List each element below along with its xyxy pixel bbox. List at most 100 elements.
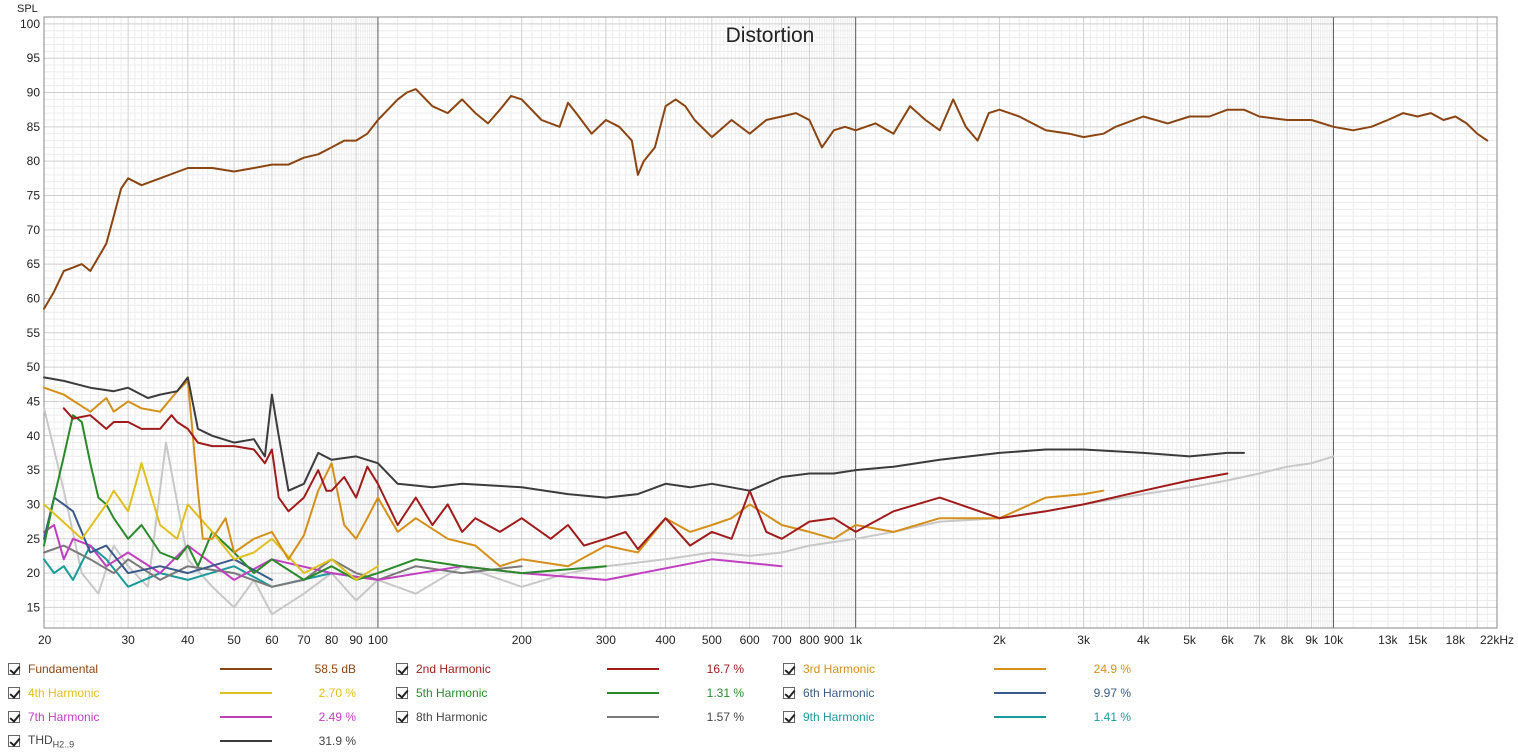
legend-swatch-fundamental bbox=[220, 668, 272, 670]
y-tick-label: 80 bbox=[27, 154, 41, 168]
series-noise-floor bbox=[43, 407, 1335, 616]
series-fundamental bbox=[43, 88, 1489, 310]
x-tick-label: 90 bbox=[349, 633, 363, 647]
legend-swatch-4th-harmonic bbox=[220, 692, 272, 694]
legend-item-7th-harmonic: 7th Harmonic bbox=[8, 707, 99, 727]
x-tick-label: 200 bbox=[512, 633, 532, 647]
legend-label-subscript: H2..9 bbox=[52, 739, 75, 750]
y-tick-label: 100 bbox=[20, 17, 40, 31]
legend: Fundamental 58.5 dB 2nd Harmonic 16.7 % 3rd … bbox=[0, 655, 1518, 753]
checkbox-5th-harmonic[interactable] bbox=[396, 687, 408, 699]
legend-label: 7th Harmonic bbox=[28, 710, 100, 724]
y-tick-label: 50 bbox=[27, 360, 41, 374]
y-tick-label: 25 bbox=[27, 532, 41, 546]
x-tick-label: 900 bbox=[824, 633, 844, 647]
series-thd-h2-9 bbox=[43, 376, 1245, 499]
legend-label: 9th Harmonic bbox=[803, 710, 875, 724]
legend-swatch-thd bbox=[220, 740, 272, 742]
series-4th-harmonic bbox=[43, 462, 379, 581]
checkbox-4th-harmonic[interactable] bbox=[8, 687, 20, 699]
legend-label: 4th Harmonic bbox=[28, 686, 100, 700]
x-tick-label: 15k bbox=[1408, 633, 1428, 647]
legend-swatch-8th-harmonic bbox=[607, 716, 659, 718]
x-tick-label: 80 bbox=[325, 633, 339, 647]
x-tick-label: 10k bbox=[1324, 633, 1344, 647]
checkbox-3rd-harmonic[interactable] bbox=[783, 663, 795, 675]
legend-value-thd: 31.9 % bbox=[318, 734, 356, 748]
chart-title: Distortion bbox=[726, 24, 815, 47]
x-tick-label: 30 bbox=[121, 633, 135, 647]
x-tick-label: 2k bbox=[993, 633, 1007, 647]
x-tick-label: 22kHz bbox=[1480, 633, 1514, 647]
y-tick-label: 85 bbox=[27, 120, 41, 134]
y-axis-ticks: 15 20 25 30 35 40 45 50 55 60 65 70 75 80 85 90 95 100 bbox=[20, 17, 40, 615]
x-tick-label: 600 bbox=[740, 633, 760, 647]
legend-label: 3rd Harmonic bbox=[803, 662, 876, 676]
checkbox-9th-harmonic[interactable] bbox=[783, 711, 795, 723]
y-tick-label: 40 bbox=[27, 429, 41, 443]
checkbox-8th-harmonic[interactable] bbox=[396, 711, 408, 723]
x-tick-label: 100 bbox=[368, 633, 388, 647]
legend-label: 6th Harmonic bbox=[803, 686, 875, 700]
legend-swatch-6th-harmonic bbox=[994, 692, 1046, 694]
legend-swatch-7th-harmonic bbox=[220, 716, 272, 718]
legend-swatch-3rd-harmonic bbox=[994, 668, 1046, 670]
x-tick-label: 60 bbox=[265, 633, 279, 647]
checkbox-2nd-harmonic[interactable] bbox=[396, 663, 408, 675]
x-tick-label: 700 bbox=[772, 633, 792, 647]
y-tick-label: 15 bbox=[27, 600, 41, 614]
x-tick-label: 8k bbox=[1281, 633, 1295, 647]
series-layer bbox=[43, 88, 1489, 616]
series-8th-harmonic bbox=[43, 544, 523, 588]
x-tick-label: 20 bbox=[38, 633, 52, 647]
checkbox-thd[interactable] bbox=[8, 735, 20, 747]
checkbox-6th-harmonic[interactable] bbox=[783, 687, 795, 699]
x-axis-ticks: 20 30 40 50 60 70 80 90 100 200 300 400 500 600 700 800… bbox=[38, 633, 1514, 647]
legend-label: THDH2..9 bbox=[28, 732, 75, 750]
x-tick-label: 18k bbox=[1446, 633, 1466, 647]
y-tick-label: 45 bbox=[27, 394, 41, 408]
legend-value-7th-harmonic: 2.49 % bbox=[318, 710, 356, 724]
checkbox-7th-harmonic[interactable] bbox=[8, 711, 20, 723]
y-tick-label: 70 bbox=[27, 223, 41, 237]
legend-item-2nd-harmonic: 2nd Harmonic bbox=[396, 659, 491, 679]
series-2nd-harmonic bbox=[62, 407, 1229, 551]
legend-label: 5th Harmonic bbox=[416, 686, 488, 700]
legend-value-fundamental: 58.5 dB bbox=[314, 662, 356, 676]
y-tick-label: 75 bbox=[27, 188, 41, 202]
x-tick-label: 6k bbox=[1221, 633, 1235, 647]
checkbox-fundamental[interactable] bbox=[8, 663, 20, 675]
y-tick-label: 95 bbox=[27, 51, 41, 65]
x-tick-label: 500 bbox=[702, 633, 722, 647]
x-tick-label: 300 bbox=[596, 633, 616, 647]
legend-value-5th-harmonic: 1.31 % bbox=[706, 686, 744, 700]
series-6th-harmonic bbox=[43, 496, 273, 581]
x-tick-label: 800 bbox=[799, 633, 819, 647]
x-tick-label: 5k bbox=[1183, 633, 1197, 647]
y-tick-label: 90 bbox=[27, 86, 41, 100]
x-tick-label: 50 bbox=[227, 633, 241, 647]
y-tick-label: 65 bbox=[27, 257, 41, 271]
legend-item-3rd-harmonic: 3rd Harmonic bbox=[783, 659, 875, 679]
legend-value-9th-harmonic: 1.41 % bbox=[1093, 710, 1131, 724]
y-tick-label: 20 bbox=[27, 566, 41, 580]
legend-item-9th-harmonic: 9th Harmonic bbox=[783, 707, 874, 727]
legend-item-thd: THDH2..9 bbox=[8, 731, 74, 751]
series-5th-harmonic bbox=[43, 414, 607, 581]
plot-frame bbox=[43, 16, 1498, 629]
legend-label: Fundamental bbox=[28, 662, 99, 676]
legend-label: 8th Harmonic bbox=[416, 710, 488, 724]
x-tick-label: 9k bbox=[1305, 633, 1319, 647]
legend-item-6th-harmonic: 6th Harmonic bbox=[783, 683, 874, 703]
legend-value-6th-harmonic: 9.97 % bbox=[1093, 686, 1131, 700]
legend-swatch-2nd-harmonic bbox=[607, 668, 659, 670]
series-7th-harmonic bbox=[43, 524, 783, 581]
legend-swatch-5th-harmonic bbox=[607, 692, 659, 694]
y-axis-label: SPL bbox=[17, 3, 38, 15]
y-tick-label: 30 bbox=[27, 497, 41, 511]
x-tick-label: 13k bbox=[1378, 633, 1398, 647]
x-tick-label: 40 bbox=[181, 633, 195, 647]
x-tick-label: 3k bbox=[1077, 633, 1091, 647]
legend-label: 2nd Harmonic bbox=[416, 662, 491, 676]
x-tick-label: 400 bbox=[656, 633, 676, 647]
